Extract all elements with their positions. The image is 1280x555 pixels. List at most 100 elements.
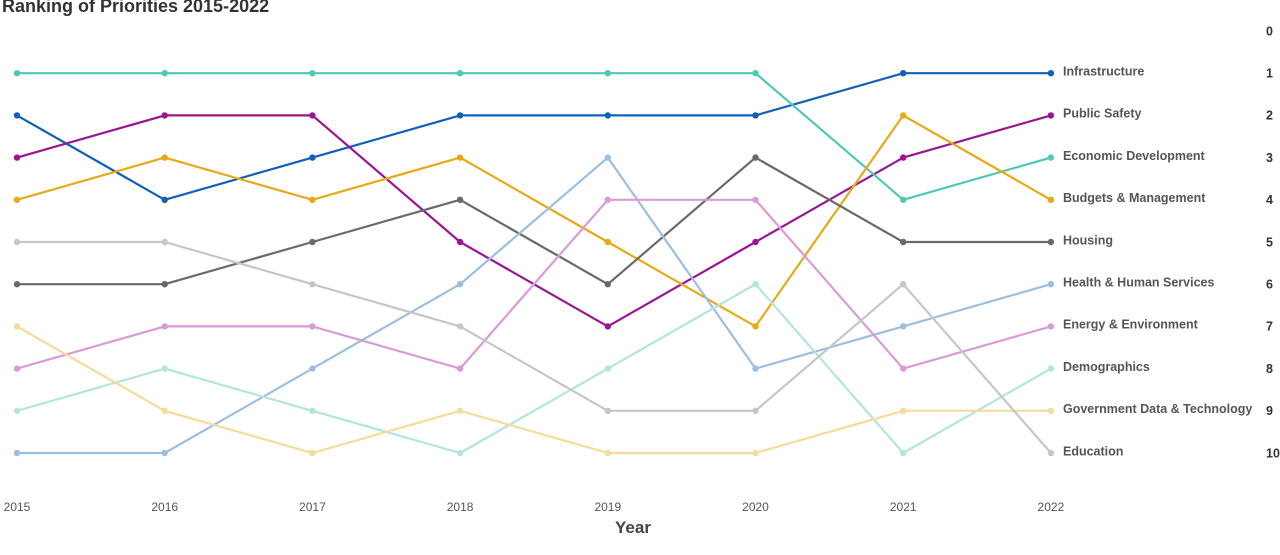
- rank-tick-10: 10: [1266, 446, 1280, 460]
- data-point-public-safety-2016: [161, 112, 168, 119]
- data-point-infrastructure-2022: [1047, 70, 1055, 77]
- rank-tick-7: 7: [1266, 320, 1273, 334]
- data-point-education-2021: [900, 281, 907, 288]
- data-point-health-and-human-services-2019: [604, 154, 611, 161]
- series-label-housing: Housing: [1063, 233, 1113, 247]
- data-point-infrastructure-2020: [752, 112, 759, 119]
- data-point-energy-and-environment-2017: [309, 323, 316, 330]
- data-point-demographics-2020: [752, 281, 759, 288]
- data-point-housing-2021: [900, 238, 907, 246]
- data-point-public-safety-2019: [604, 323, 611, 330]
- data-point-demographics-2016: [161, 365, 168, 372]
- series-label-public-safety: Public Safety: [1063, 107, 1142, 121]
- data-point-budgets-and-management-2017: [309, 196, 316, 203]
- data-point-economic-development-2022: [1047, 154, 1055, 161]
- data-point-health-and-human-services-2015: [13, 449, 21, 457]
- data-point-budgets-and-management-2018: [456, 154, 464, 161]
- data-point-energy-and-environment-2019: [604, 196, 611, 203]
- data-point-economic-development-2017: [309, 70, 316, 77]
- data-point-education-2017: [309, 281, 316, 288]
- series-label-demographics: Demographics: [1063, 360, 1150, 374]
- x-tick-2021: 2021: [890, 500, 917, 514]
- series-label-education: Education: [1063, 444, 1123, 458]
- data-point-economic-development-2016: [161, 70, 168, 77]
- data-point-health-and-human-services-2016: [161, 449, 168, 457]
- data-point-demographics-2019: [604, 365, 611, 372]
- series-label-government-data-and-technology: Government Data & Technology: [1063, 402, 1252, 416]
- data-point-infrastructure-2015: [13, 112, 21, 119]
- series-line-infrastructure: [16, 72, 1051, 201]
- x-tick-2017: 2017: [299, 500, 326, 514]
- data-point-budgets-and-management-2022: [1047, 196, 1055, 203]
- data-point-economic-development-2020: [752, 70, 759, 77]
- x-tick-2019: 2019: [594, 500, 621, 514]
- data-point-energy-and-environment-2015: [13, 365, 21, 372]
- rank-tick-3: 3: [1266, 151, 1273, 165]
- x-tick-2016: 2016: [151, 500, 178, 514]
- data-point-energy-and-environment-2016: [161, 323, 168, 330]
- data-point-economic-development-2021: [900, 196, 907, 203]
- data-point-government-data-and-technology-2021: [900, 407, 907, 414]
- data-point-public-safety-2022: [1047, 112, 1055, 119]
- data-point-government-data-and-technology-2020: [752, 449, 759, 457]
- data-point-government-data-and-technology-2018: [456, 407, 464, 414]
- rank-tick-1: 1: [1266, 66, 1273, 80]
- series-label-budgets-and-management: Budgets & Management: [1063, 191, 1206, 205]
- data-point-economic-development-2019: [604, 70, 611, 77]
- data-point-public-safety-2018: [456, 238, 464, 246]
- data-point-housing-2019: [604, 281, 611, 288]
- data-point-public-safety-2017: [309, 112, 316, 119]
- data-point-health-and-human-services-2021: [900, 323, 907, 330]
- data-point-government-data-and-technology-2019: [604, 449, 611, 457]
- data-point-education-2018: [456, 323, 464, 330]
- data-point-education-2015: [13, 238, 21, 246]
- data-point-energy-and-environment-2018: [456, 365, 464, 372]
- data-point-health-and-human-services-2022: [1047, 281, 1055, 288]
- data-point-government-data-and-technology-2015: [13, 323, 21, 330]
- series-line-government-data-and-technology: [16, 325, 1051, 455]
- x-tick-2015: 2015: [4, 500, 31, 514]
- data-point-housing-2017: [309, 238, 316, 246]
- data-point-housing-2015: [13, 281, 21, 288]
- series-line-economic-development: [17, 72, 1052, 201]
- data-point-economic-development-2018: [456, 70, 464, 77]
- data-point-public-safety-2015: [13, 154, 21, 161]
- data-point-government-data-and-technology-2016: [161, 407, 168, 414]
- data-point-health-and-human-services-2017: [309, 365, 316, 372]
- data-point-housing-2016: [161, 281, 168, 288]
- rank-tick-8: 8: [1266, 362, 1273, 376]
- series-line-housing: [17, 156, 1051, 286]
- x-axis-label: Year: [615, 518, 651, 537]
- data-point-budgets-and-management-2016: [161, 154, 168, 161]
- rank-tick-0: 0: [1266, 24, 1273, 38]
- data-point-infrastructure-2017: [309, 154, 316, 161]
- series-line-health-and-human-services: [17, 156, 1052, 455]
- data-point-infrastructure-2018: [456, 112, 464, 119]
- chart-title: Ranking of Priorities 2015-2022: [2, 0, 270, 16]
- series-line-energy-and-environment: [16, 198, 1052, 370]
- data-point-economic-development-2015: [13, 70, 21, 77]
- data-point-budgets-and-management-2015: [13, 196, 21, 203]
- data-point-health-and-human-services-2018: [456, 281, 464, 288]
- data-point-education-2016: [161, 238, 168, 246]
- data-point-demographics-2022: [1047, 365, 1055, 372]
- rank-tick-4: 4: [1266, 193, 1273, 207]
- data-point-government-data-and-technology-2017: [309, 449, 316, 457]
- data-point-demographics-2018: [456, 449, 464, 457]
- data-point-infrastructure-2019: [604, 112, 611, 119]
- rank-tick-2: 2: [1266, 109, 1273, 123]
- data-point-energy-and-environment-2022: [1047, 323, 1055, 330]
- data-point-budgets-and-management-2021: [900, 112, 907, 119]
- series-line-demographics: [16, 283, 1052, 455]
- rank-tick-5: 5: [1266, 235, 1273, 249]
- x-tick-2018: 2018: [447, 500, 474, 514]
- data-point-housing-2018: [456, 196, 464, 203]
- x-tick-2020: 2020: [742, 500, 769, 514]
- data-point-education-2020: [752, 407, 759, 414]
- data-point-public-safety-2021: [900, 154, 907, 161]
- series-label-infrastructure: Infrastructure: [1063, 64, 1144, 78]
- data-point-education-2019: [604, 407, 611, 414]
- rank-tick-9: 9: [1266, 404, 1273, 418]
- data-point-public-safety-2020: [752, 238, 759, 246]
